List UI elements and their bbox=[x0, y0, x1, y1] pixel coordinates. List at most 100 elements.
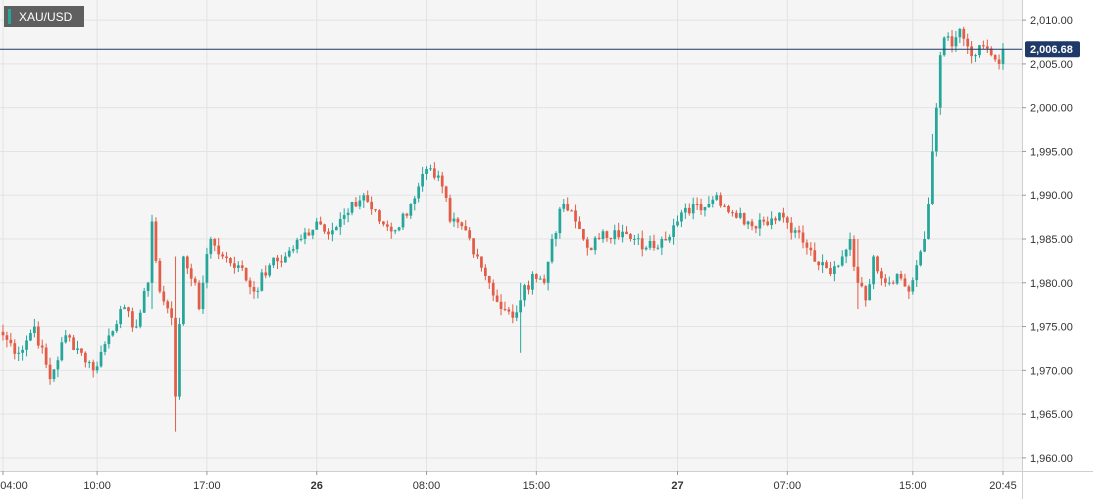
candle-body bbox=[9, 339, 13, 344]
candle-body bbox=[570, 210, 573, 212]
candle-body bbox=[13, 343, 17, 354]
candle-body bbox=[923, 239, 926, 252]
candle-body bbox=[554, 233, 558, 240]
candle-body bbox=[727, 206, 730, 213]
candle-body bbox=[574, 210, 577, 222]
symbol-label: XAU/USD bbox=[19, 9, 73, 24]
candle-body bbox=[91, 362, 95, 371]
candle-body bbox=[362, 195, 366, 201]
candle-body bbox=[625, 231, 628, 235]
candle-body bbox=[123, 307, 126, 310]
candle-body bbox=[174, 317, 177, 397]
y-tick-label: 1,995.00 bbox=[1030, 146, 1073, 158]
x-tick-label: 07:00 bbox=[774, 480, 802, 492]
y-tick-label: 1,980.00 bbox=[1030, 278, 1073, 290]
candle-body bbox=[562, 203, 566, 209]
candle-body bbox=[852, 239, 856, 267]
candle-body bbox=[534, 274, 538, 279]
candle-body bbox=[287, 250, 291, 257]
candle-body bbox=[719, 195, 723, 206]
candle-body bbox=[393, 230, 397, 232]
candle-body bbox=[76, 348, 79, 350]
candle-body bbox=[652, 240, 656, 249]
plot-area[interactable] bbox=[0, 0, 1022, 471]
candle-body bbox=[158, 260, 162, 292]
candle-body bbox=[817, 261, 821, 266]
candle-body bbox=[613, 230, 617, 240]
candle-body bbox=[844, 249, 848, 257]
candle-body bbox=[997, 59, 1001, 64]
candle-body bbox=[868, 284, 872, 301]
candle-body bbox=[601, 231, 605, 240]
candle-body bbox=[146, 282, 150, 291]
candle-body bbox=[240, 265, 244, 269]
candle-body bbox=[87, 362, 91, 364]
candle-body bbox=[154, 221, 158, 261]
candle-body bbox=[958, 28, 962, 38]
candle-body bbox=[115, 324, 119, 332]
candle-body bbox=[358, 200, 362, 207]
candle-body bbox=[668, 236, 672, 241]
candle-body bbox=[833, 266, 836, 275]
candle-body bbox=[107, 335, 111, 345]
candle-body bbox=[695, 203, 699, 205]
candle-body bbox=[444, 186, 448, 199]
candle-body bbox=[954, 37, 958, 47]
candle-body bbox=[303, 232, 307, 240]
candle-body bbox=[766, 221, 770, 226]
candle-body bbox=[683, 207, 687, 213]
candle-body bbox=[162, 291, 166, 302]
candle-body bbox=[346, 212, 350, 216]
y-tick-label: 2,000.00 bbox=[1030, 103, 1073, 115]
candle-body bbox=[793, 230, 797, 233]
candle-body bbox=[295, 239, 299, 250]
candle-body bbox=[825, 262, 828, 269]
candle-body bbox=[644, 247, 648, 250]
candle-body bbox=[754, 226, 758, 229]
candle-body bbox=[836, 265, 840, 267]
candle-body bbox=[382, 221, 385, 225]
candle-body bbox=[499, 301, 503, 310]
candle-body bbox=[558, 208, 562, 234]
candle-body bbox=[915, 265, 919, 281]
candle-body bbox=[229, 258, 232, 264]
candle-body bbox=[217, 245, 221, 255]
candle-body bbox=[205, 254, 209, 283]
candle-body bbox=[476, 254, 479, 257]
candle-body bbox=[523, 285, 526, 301]
candle-body bbox=[456, 218, 460, 223]
candle-body bbox=[378, 210, 381, 222]
candle-body bbox=[707, 203, 711, 208]
candle-body bbox=[405, 213, 409, 216]
candle-body bbox=[460, 222, 464, 227]
candle-body bbox=[519, 300, 523, 313]
candle-body bbox=[942, 37, 946, 56]
candle-body bbox=[715, 195, 719, 200]
candle-body bbox=[370, 201, 373, 210]
candle-body bbox=[256, 290, 260, 292]
candle-body bbox=[527, 285, 530, 290]
candle-body bbox=[938, 55, 942, 108]
candle-body bbox=[33, 326, 36, 334]
candle-body bbox=[503, 309, 507, 311]
candle-body bbox=[582, 229, 585, 240]
candle-body bbox=[609, 237, 613, 240]
candle-body bbox=[307, 232, 311, 236]
candle-body bbox=[331, 230, 334, 235]
candle-body bbox=[252, 287, 256, 292]
candle-body bbox=[197, 282, 201, 310]
candle-body bbox=[633, 238, 636, 240]
candle-body bbox=[660, 239, 664, 248]
symbol-badge[interactable]: XAU/USD bbox=[4, 6, 84, 27]
candle-body bbox=[170, 308, 173, 318]
candle-body bbox=[5, 335, 9, 340]
candle-body bbox=[421, 173, 424, 187]
candle-body bbox=[268, 265, 272, 276]
candle-body bbox=[538, 278, 542, 280]
candle-body bbox=[201, 282, 205, 310]
candle-body bbox=[883, 278, 887, 283]
candle-body bbox=[593, 237, 597, 251]
candle-body bbox=[319, 221, 323, 225]
